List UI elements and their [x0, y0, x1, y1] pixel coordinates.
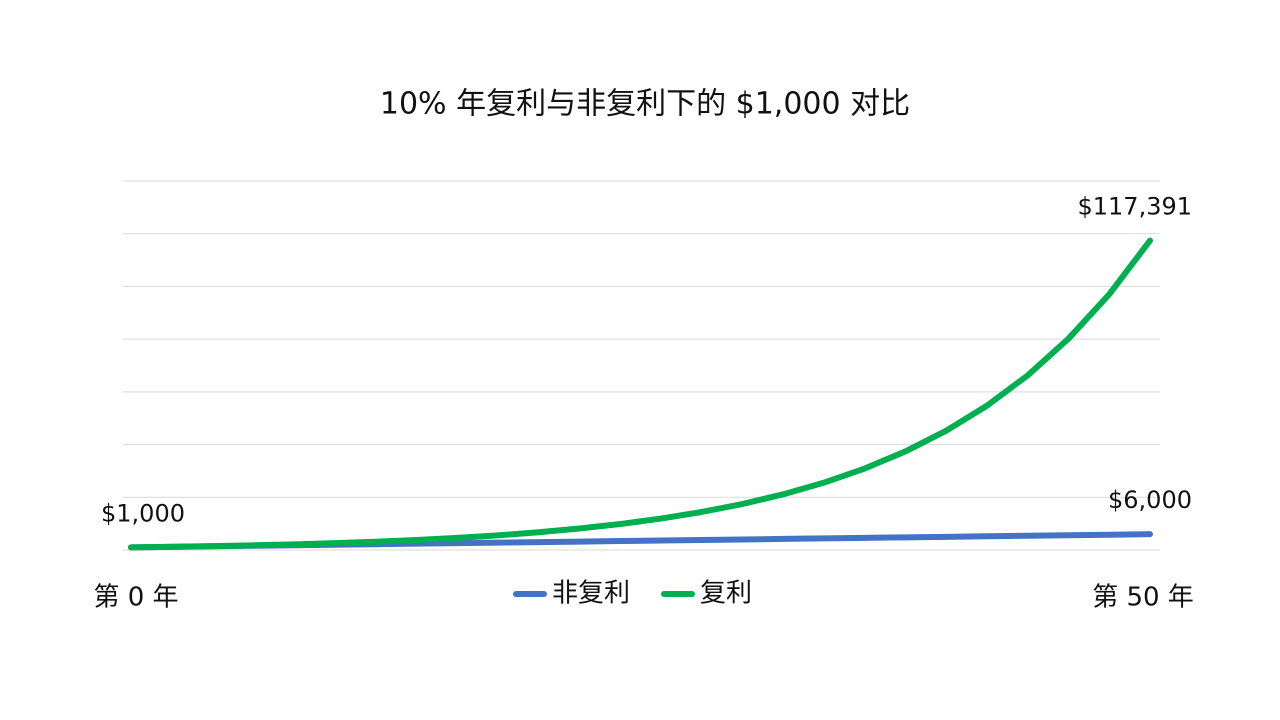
series-line	[128, 237, 1153, 551]
data-label: $6,000	[1108, 486, 1192, 514]
x-tick-label: 第 50 年	[1092, 583, 1194, 613]
data-label: $117,391	[1077, 193, 1192, 221]
data-label: $1,000	[101, 499, 185, 527]
legend-label: 非复利	[552, 579, 630, 609]
x-tick-label: 第 0 年	[93, 583, 178, 613]
legend-label: 复利	[700, 579, 752, 609]
chart-title: 10% 年复利与非复利下的 $1,000 对比	[380, 87, 910, 122]
